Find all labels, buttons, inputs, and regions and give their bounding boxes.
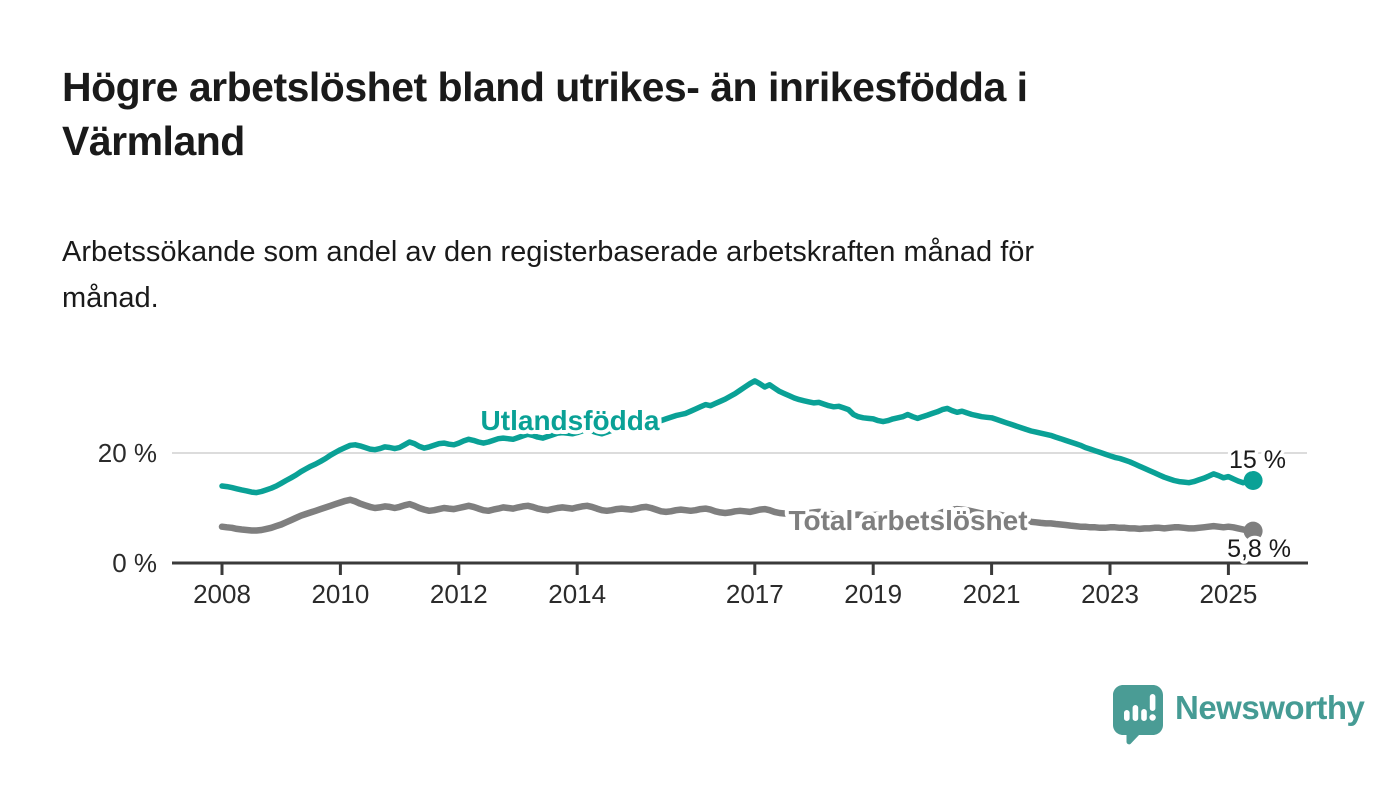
logo-bar-1 (1124, 710, 1130, 721)
x-tick-label-2019: 2019 (844, 579, 902, 609)
x-tick-label-2017: 2017 (726, 579, 784, 609)
x-tick-label-2023: 2023 (1081, 579, 1139, 609)
series-label-utlandsfodda: Utlandsfödda (481, 405, 660, 436)
logo-exclamation-dot (1149, 714, 1156, 721)
x-tick-label-2008: 2008 (193, 579, 251, 609)
y-tick-label-20: 20 % (98, 438, 157, 468)
logo-exclamation-bar (1149, 694, 1156, 711)
series-label-total: Total arbetslöshet (788, 505, 1027, 536)
title-line-1: Högre arbetslöshet bland utrikes- än inr… (62, 64, 1028, 110)
chart-end-dot-utlandsfodda (1243, 471, 1263, 490)
chart-line-total (218, 496, 1257, 535)
newsworthy-logo[interactable]: Newsworthy (1112, 684, 1365, 746)
page-title: Högre arbetslöshet bland utrikes- än inr… (62, 60, 1028, 168)
x-tick-label-2010: 2010 (311, 579, 369, 609)
x-tick-label-2021: 2021 (963, 579, 1021, 609)
title-line-2: Värmland (62, 118, 245, 165)
chart-subtitle: Arbetssökande som andel av den registerb… (62, 230, 1034, 322)
logo-bar-2 (1132, 705, 1139, 721)
chart-line-utlandsfodda (219, 378, 1256, 496)
end-label-utlandsfodda: 15 % (1229, 446, 1286, 474)
subtitle-line-2: månad. (62, 281, 159, 314)
x-tick-label-2012: 2012 (430, 579, 488, 609)
end-label-total: 5,8 % (1227, 535, 1291, 563)
x-tick-label-2025: 2025 (1199, 579, 1257, 609)
logo-bar-3 (1141, 709, 1147, 721)
chart-end-dot-total (1243, 521, 1263, 541)
y-tick-label-0: 0 % (112, 548, 157, 578)
bar-chart-speech-bubble-icon (1113, 685, 1163, 745)
brand-name: Newsworthy (1175, 689, 1365, 726)
x-tick-label-2014: 2014 (548, 579, 606, 609)
subtitle-line-1: Arbetssökande som andel av den registerb… (62, 236, 1035, 268)
